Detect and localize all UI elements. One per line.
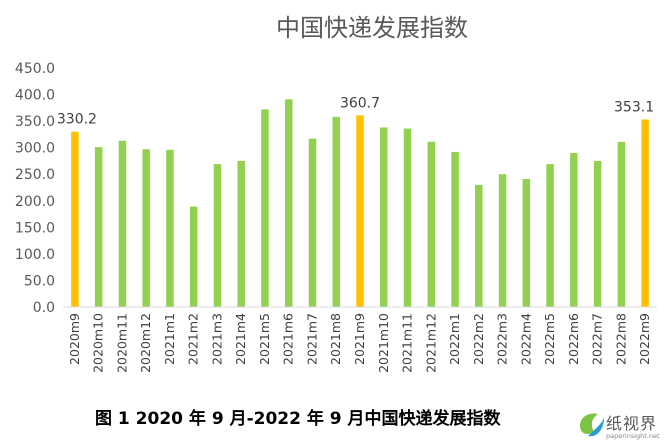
bar-2022m6 — [570, 152, 578, 307]
data-labels: 330.2 360.7 353.1 — [57, 95, 654, 127]
bar-2022m9 — [641, 119, 649, 308]
watermark-logo-icon — [580, 413, 604, 437]
x-tick-label: 2022m3 — [495, 313, 510, 365]
figure-caption: 图 1 2020 年 9 月-2022 年 9 月中国快递发展指数 — [95, 409, 501, 429]
bar-2022m5 — [546, 164, 554, 307]
y-tick-label: 100.0 — [15, 247, 55, 263]
x-tick-label: 2021m12 — [423, 313, 438, 373]
x-tick-label: 2021m3 — [209, 313, 224, 365]
y-tick-label: 50.0 — [24, 273, 55, 289]
bar-2021m5 — [261, 109, 269, 307]
y-tick-label: 300.0 — [15, 141, 55, 157]
x-tick-label: 2020m11 — [114, 313, 129, 373]
watermark-url: paperinsight.net — [606, 432, 660, 440]
chart-title: 中国快递发展指数 — [276, 14, 468, 42]
y-tick-label: 200.0 — [15, 194, 55, 210]
x-tick-label: 2022m8 — [613, 313, 628, 365]
bars — [71, 99, 649, 308]
x-tick-label: 2021m7 — [304, 313, 319, 365]
bar-2021m10 — [380, 127, 388, 308]
watermark: 纸视界 paperinsight.net — [576, 408, 668, 444]
x-tick-label: 2021m6 — [281, 313, 296, 365]
x-tick-label: 2022m2 — [471, 313, 486, 365]
x-tick-label: 2021m2 — [186, 313, 201, 365]
bar-2021m1 — [166, 149, 174, 307]
x-axis: 2020m9 2020m10 2020m11 2020m12 2021m1 2021m2 2… — [63, 306, 657, 373]
x-tick-label: 2022m1 — [447, 313, 462, 365]
bar-2021m11 — [403, 128, 412, 307]
bar-2020m9 — [71, 131, 79, 307]
x-tick-label: 2022m9 — [637, 313, 652, 365]
bar-2022m8 — [617, 141, 626, 307]
x-tick-label: 2021m9 — [352, 313, 367, 365]
bar-2021m2 — [189, 206, 198, 307]
y-tick-label: 250.0 — [15, 167, 55, 183]
bar-2022m1 — [451, 151, 459, 307]
x-tick-label: 2022m4 — [518, 313, 533, 365]
data-label: 330.2 — [57, 112, 97, 128]
y-axis: 0.0 50.0 100.0 150.0 200.0 250.0 300.0 350.0 400… — [15, 61, 55, 316]
bar-2022m4 — [522, 179, 531, 307]
x-tick-label: 2021m5 — [257, 313, 272, 365]
bar-2021m12 — [427, 141, 436, 307]
x-tick-label: 2021m10 — [376, 313, 391, 373]
x-tick-label: 2021m8 — [328, 313, 343, 365]
y-tick-label: 150.0 — [15, 220, 55, 236]
x-tick-label: 2021m11 — [400, 313, 415, 373]
y-tick-label: 0.0 — [33, 300, 55, 316]
x-tick-label: 2021m4 — [233, 313, 248, 365]
data-label: 360.7 — [340, 95, 380, 111]
x-tick-label: 2020m12 — [138, 313, 153, 373]
data-label: 353.1 — [614, 99, 654, 115]
x-tick-label: 2022m5 — [542, 313, 557, 365]
x-tick-label: 2022m7 — [590, 313, 605, 365]
x-tick-label: 2020m10 — [91, 313, 106, 373]
x-tick-label: 2020m9 — [67, 313, 82, 365]
bar-2021m7 — [308, 138, 317, 307]
x-tick-label: 2021m1 — [162, 313, 177, 365]
bar-2022m3 — [498, 174, 507, 307]
bar-2022m7 — [593, 160, 602, 307]
y-tick-label: 350.0 — [15, 114, 55, 130]
bar-2021m4 — [237, 160, 245, 307]
bar-2021m3 — [213, 164, 222, 307]
bar-2021m6 — [284, 99, 293, 307]
bar-2021m9 — [356, 115, 364, 307]
y-tick-label: 450.0 — [15, 61, 55, 77]
bar-2022m2 — [475, 184, 483, 307]
bar-2020m10 — [94, 147, 103, 307]
bar-2020m12 — [142, 149, 150, 307]
y-tick-label: 400.0 — [15, 88, 55, 104]
bar-2021m8 — [332, 116, 340, 308]
watermark-text: 纸视界 — [606, 414, 658, 433]
x-tick-label: 2022m6 — [566, 313, 581, 365]
bar-2020m11 — [118, 140, 127, 307]
